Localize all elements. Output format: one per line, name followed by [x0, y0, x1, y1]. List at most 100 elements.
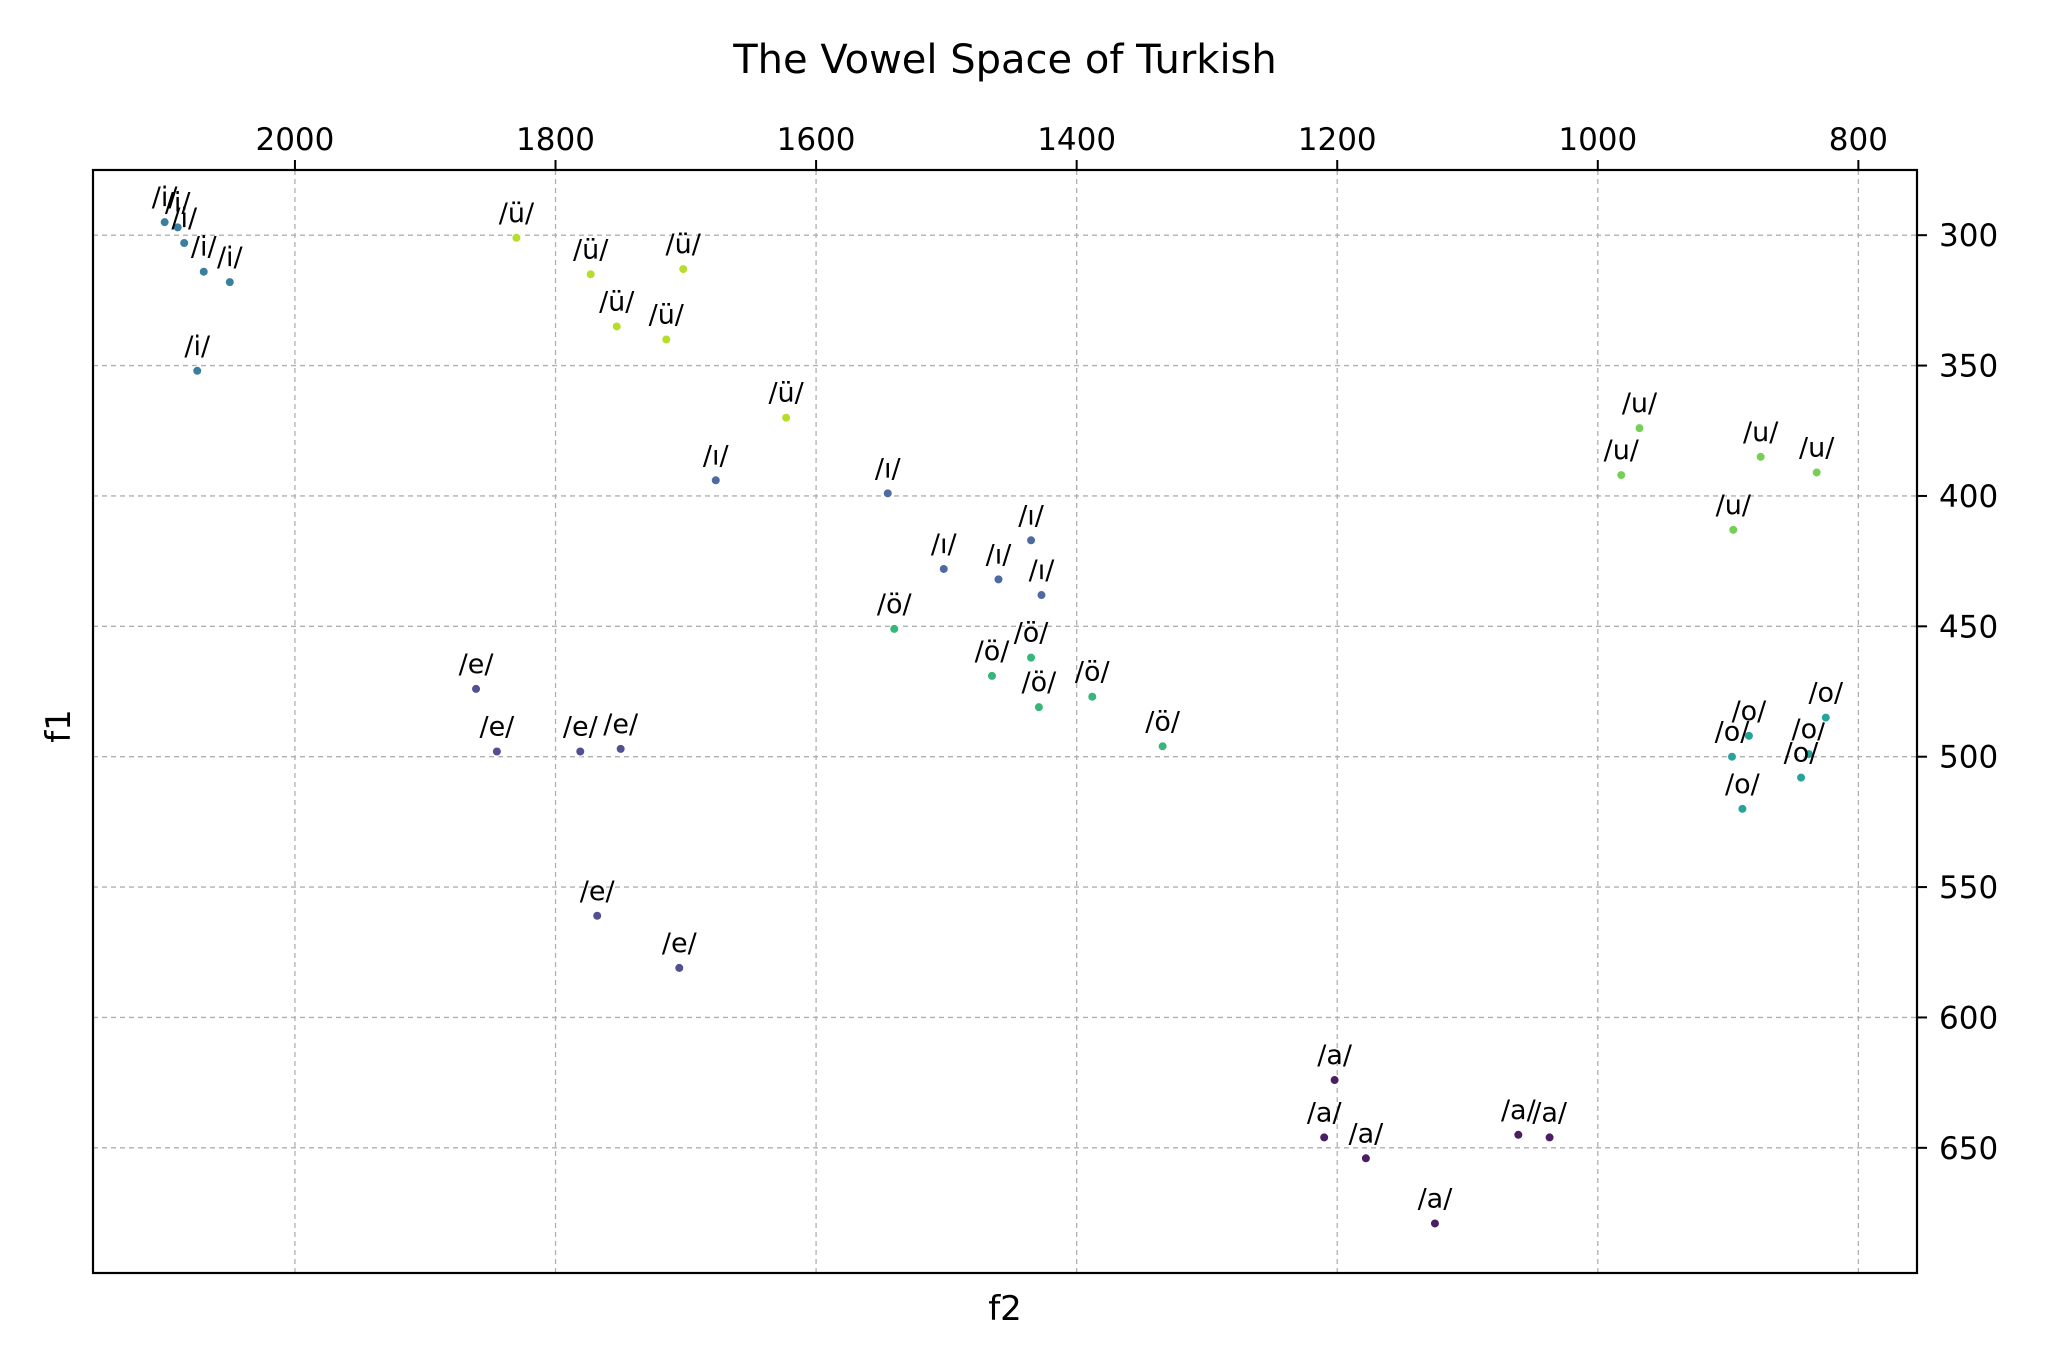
point-marker	[1634, 422, 1645, 434]
point-marker	[1360, 1153, 1372, 1164]
vowel-point: /ü/	[599, 286, 635, 332]
vowel-point: /ü/	[499, 198, 535, 243]
x-axis-label: f2	[988, 1289, 1022, 1329]
vowel-point: /ü/	[666, 229, 702, 275]
point-marker	[592, 910, 603, 921]
y-tick-label: 400	[1939, 479, 1998, 515]
point-label: /u/	[1799, 432, 1835, 463]
point-label: /ı/	[703, 440, 730, 471]
point-marker	[224, 276, 235, 288]
point-label: /a/	[1317, 1040, 1353, 1071]
vowel-point: /ı/	[931, 529, 958, 575]
vowel-point: /ö/	[975, 636, 1011, 682]
vowel-point: /e/	[603, 709, 639, 755]
point-label: /e/	[603, 709, 639, 740]
point-marker	[674, 962, 685, 974]
plot-frame	[91, 168, 1919, 1275]
point-marker	[491, 746, 503, 757]
point-label: /ö/	[1075, 657, 1111, 688]
point-marker	[986, 670, 998, 682]
x-tick-label: 1200	[1298, 122, 1377, 158]
vowel-point: /a/	[1317, 1040, 1353, 1086]
point-label: /i/	[165, 187, 192, 218]
vowel-point: /ü/	[649, 299, 685, 345]
vowel-point: /u/	[1716, 490, 1752, 536]
point-marker	[1036, 589, 1047, 601]
point-marker	[198, 266, 209, 277]
vowel-point: /e/	[580, 876, 616, 921]
data-points: /i//i//i//i//i//i//ü//ü//ü//ü//ü//ü//ı//…	[152, 182, 1844, 1229]
grid-lines	[93, 170, 1917, 1273]
y-tick-label: 350	[1939, 349, 1998, 385]
point-label: /i/	[217, 242, 244, 273]
vowel-point: /a/	[1418, 1183, 1453, 1229]
point-marker	[882, 488, 893, 499]
point-marker	[1795, 772, 1807, 783]
point-marker	[470, 683, 482, 695]
point-marker	[192, 365, 203, 376]
vowel-point: /ı/	[1029, 555, 1055, 601]
vowel-point: /ı/	[875, 453, 902, 499]
point-marker	[1025, 535, 1037, 546]
point-label: /a/	[1349, 1118, 1385, 1149]
point-label: /o/	[1732, 696, 1768, 727]
vowel-point: /u/	[1743, 417, 1779, 463]
x-tick-label: 1400	[1037, 122, 1116, 158]
x-tick-label: 800	[1829, 122, 1888, 158]
point-marker	[1728, 524, 1739, 536]
point-marker	[1737, 803, 1748, 815]
chart-title: The Vowel Space of Turkish	[732, 37, 1277, 83]
x-tick-label: 1600	[777, 122, 856, 158]
vowel-point: /ö/	[1075, 657, 1111, 702]
point-marker	[1025, 652, 1037, 663]
vowel-point: /e/	[479, 711, 515, 757]
point-label: /ı/	[931, 529, 958, 560]
vowel-point: /a/	[1501, 1095, 1537, 1140]
vowel-point: /e/	[662, 928, 698, 974]
point-label: /ı/	[875, 453, 902, 484]
vowel-point: /e/	[459, 649, 494, 695]
point-marker	[1755, 451, 1766, 463]
point-label: /ö/	[1014, 618, 1050, 649]
point-label: /a/	[1532, 1097, 1568, 1128]
point-marker	[615, 743, 626, 755]
point-marker	[1616, 469, 1627, 481]
point-label: /ü/	[499, 198, 535, 229]
point-label: /ü/	[573, 234, 609, 265]
point-label: /ö/	[877, 589, 913, 620]
y-tick-label: 600	[1939, 1000, 1998, 1036]
point-marker	[575, 746, 586, 757]
x-tick-label: 2000	[255, 122, 334, 158]
point-marker	[1803, 748, 1815, 760]
point-label: /u/	[1622, 388, 1658, 419]
point-marker	[1820, 712, 1832, 723]
vowel-point: /u/	[1604, 435, 1640, 481]
y-tick-label: 550	[1939, 870, 1998, 906]
point-marker	[585, 269, 596, 280]
point-marker	[677, 263, 689, 275]
point-marker	[938, 563, 949, 575]
y-tick-label: 300	[1939, 218, 1998, 254]
vowel-point: /o/	[1725, 769, 1761, 815]
point-label: /i/	[171, 203, 198, 234]
point-marker	[1318, 1132, 1330, 1143]
vowel-point: /o/	[1715, 717, 1750, 762]
vowel-point: /ı/	[986, 539, 1012, 585]
point-label: /a/	[1307, 1097, 1343, 1128]
point-marker	[1033, 701, 1045, 713]
point-label: /u/	[1716, 490, 1752, 521]
y-tick-label: 450	[1939, 609, 1998, 645]
vowel-point: /a/	[1307, 1097, 1343, 1143]
point-marker	[710, 475, 721, 486]
point-label: /e/	[563, 711, 599, 742]
point-label: /ü/	[649, 299, 685, 330]
point-label: /o/	[1808, 678, 1844, 709]
point-label: /ö/	[975, 636, 1011, 667]
point-marker	[511, 232, 522, 243]
point-label: /ü/	[768, 378, 804, 409]
vowel-point: /i/	[152, 182, 178, 228]
vowel-point: /a/	[1532, 1097, 1568, 1143]
point-label: /ö/	[1022, 667, 1058, 698]
vowel-point: /ö/	[877, 589, 913, 635]
